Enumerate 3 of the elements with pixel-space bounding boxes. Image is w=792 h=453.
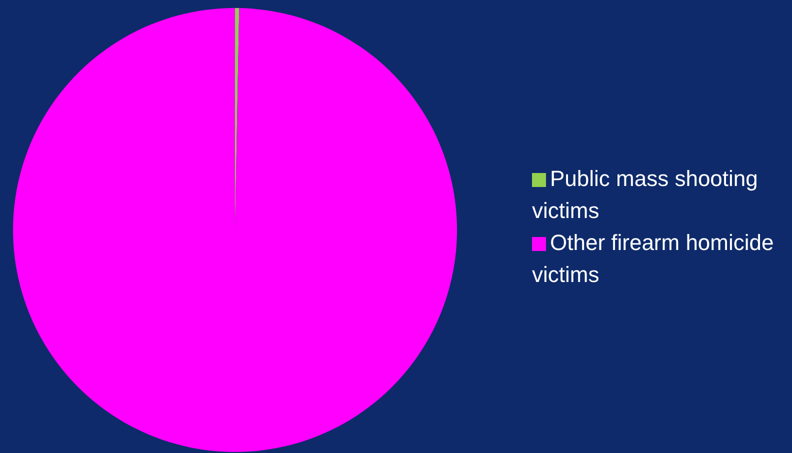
pie-slice bbox=[13, 8, 457, 452]
legend-label: Public mass shooting victims bbox=[532, 166, 758, 222]
legend-label: Other firearm homicide victims bbox=[532, 230, 774, 286]
